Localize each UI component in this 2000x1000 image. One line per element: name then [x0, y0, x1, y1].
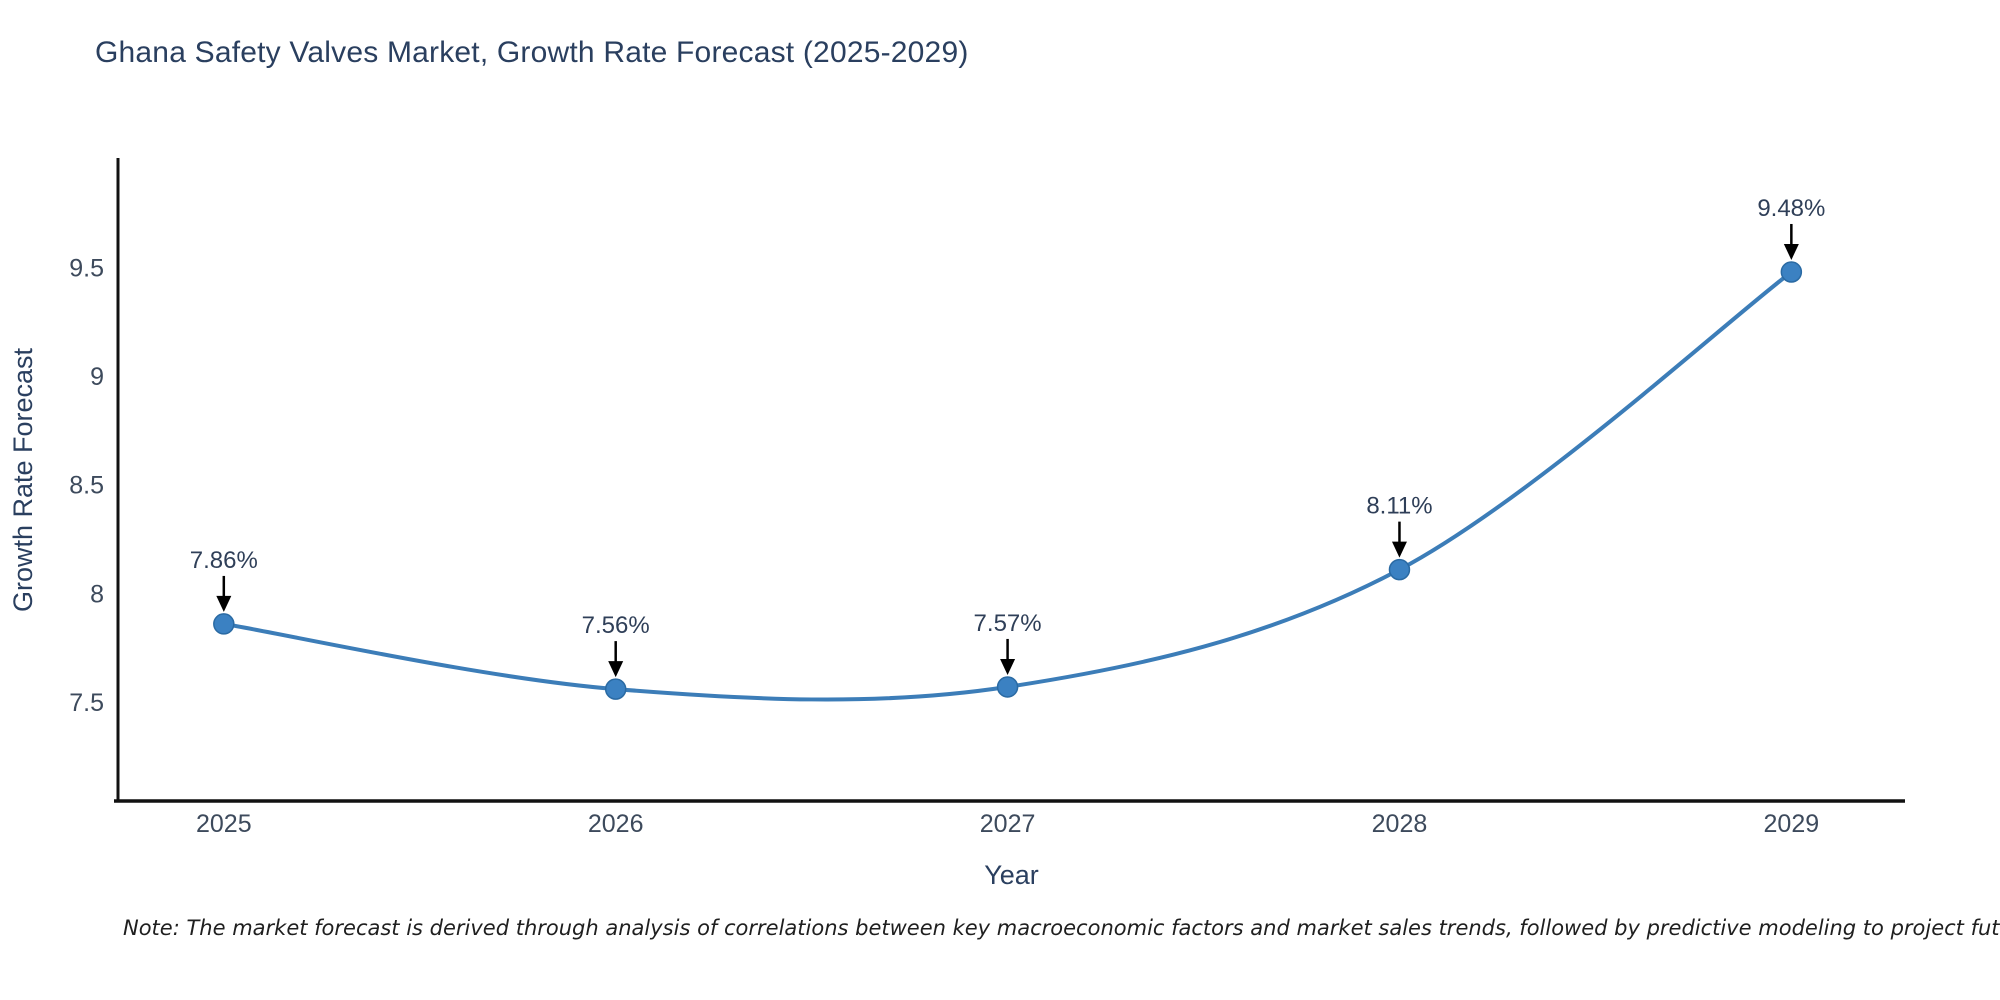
data-point[interactable] [604, 678, 627, 700]
y-tick-label: 8 [90, 580, 104, 608]
annotation-arrowhead [1783, 243, 1799, 260]
x-tick-label: 2026 [588, 810, 644, 838]
annotation-label: 7.57% [974, 610, 1042, 637]
footnote: Note: The market forecast is derived thr… [123, 916, 2000, 940]
annotation-label: 7.86% [190, 547, 258, 574]
y-axis-title: Growth Rate Forecast [8, 347, 38, 612]
annotation-label: 7.56% [582, 612, 650, 639]
x-axis-title: Year [984, 860, 1039, 890]
series-line [221, 270, 1794, 702]
x-tick-label: 2025 [196, 810, 252, 838]
x-tick-label: 2027 [980, 810, 1036, 838]
data-point[interactable] [1780, 261, 1803, 283]
annotation-arrowhead [216, 595, 232, 612]
annotation-label: 8.11% [1366, 493, 1432, 520]
annotation-arrowhead [1391, 541, 1407, 558]
data-point[interactable] [1388, 558, 1411, 581]
annotation-arrowhead [1000, 658, 1016, 675]
y-tick-label: 9 [90, 363, 104, 391]
chart-title: Ghana Safety Valves Market, Growth Rate … [95, 36, 969, 69]
y-tick-label: 9.5 [69, 254, 104, 282]
x-tick-label: 2029 [1764, 810, 1820, 838]
data-point[interactable] [996, 676, 1019, 698]
annotation-label: 9.48% [1757, 195, 1825, 222]
y-tick-label: 8.5 [69, 472, 104, 500]
annotation-arrowhead [608, 661, 624, 678]
data-point[interactable] [213, 613, 235, 635]
x-tick-label: 2028 [1372, 810, 1428, 838]
y-tick-label: 7.5 [69, 689, 104, 717]
